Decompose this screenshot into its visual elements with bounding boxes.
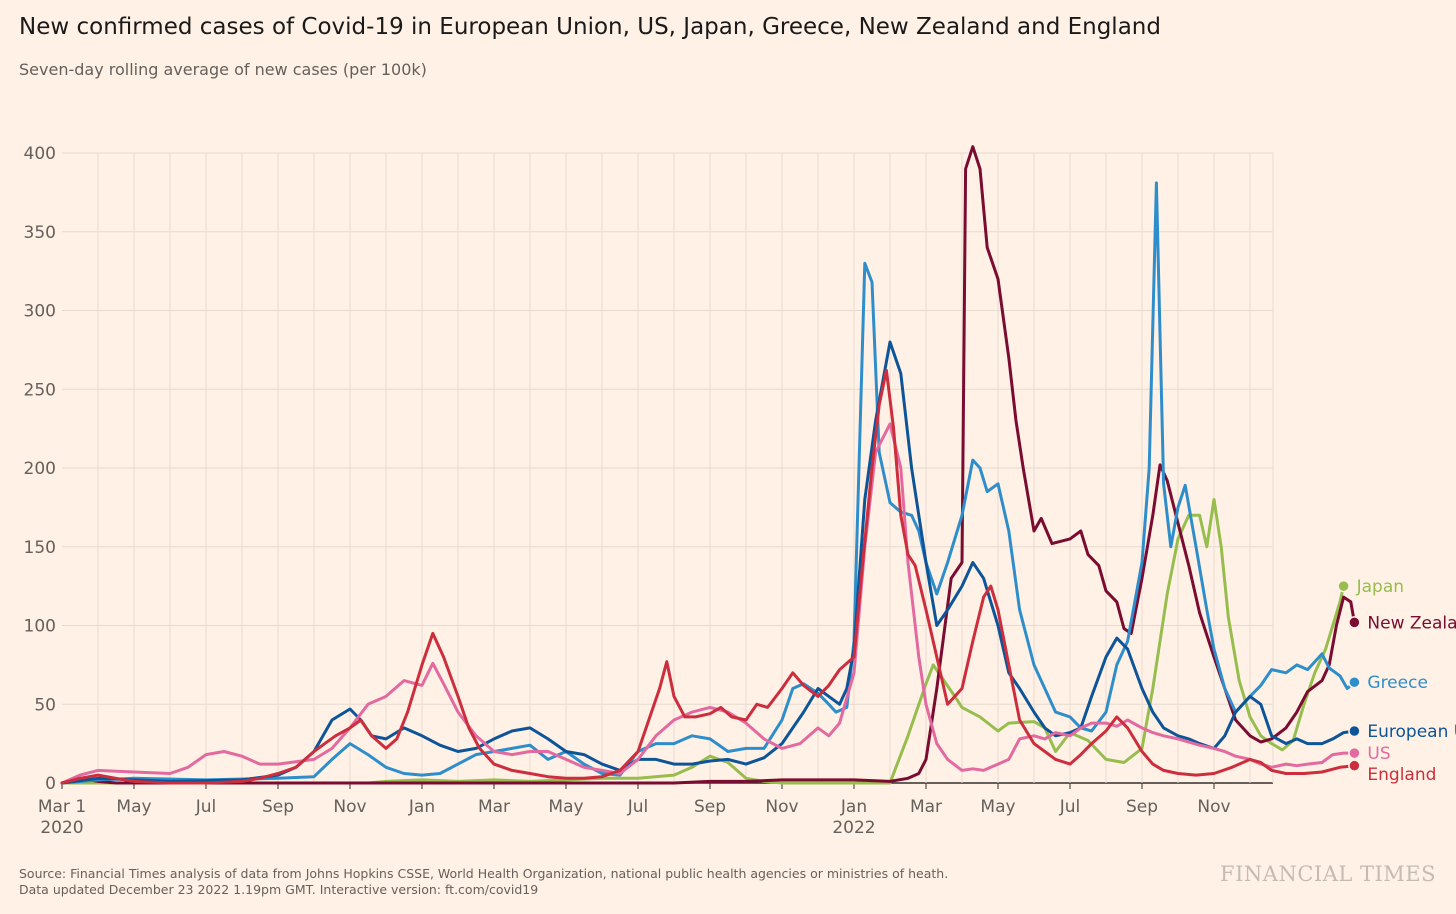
series-label-new-zealand: New Zealand bbox=[1367, 613, 1456, 633]
end-marker-new-zealand bbox=[1348, 616, 1361, 629]
source-note: Source: Financial Times analysis of data… bbox=[19, 866, 949, 881]
series-line-japan bbox=[60, 498, 1346, 785]
x-tick-label: Jul bbox=[627, 797, 649, 817]
x-tick-label: Mar bbox=[478, 797, 510, 817]
series-line-greece bbox=[60, 181, 1356, 785]
x-tick-year-label: 2020 bbox=[40, 818, 83, 838]
end-marker-greece bbox=[1348, 675, 1361, 689]
chart-footer: Source: Financial Times analysis of data… bbox=[19, 866, 948, 898]
y-tick-label: 200 bbox=[24, 459, 56, 479]
end-marker-european-union bbox=[1348, 724, 1361, 738]
x-tick-label: May bbox=[548, 797, 583, 817]
update-note: Data updated December 23 2022 1.19pm GMT… bbox=[19, 882, 539, 897]
series-label-european-union: European Union bbox=[1367, 722, 1456, 742]
x-tick-label: Mar bbox=[910, 797, 942, 817]
x-tick-label: Sep bbox=[694, 797, 726, 817]
x-tick-label: Sep bbox=[262, 797, 294, 817]
x-tick-label: Nov bbox=[765, 797, 798, 817]
x-tick-label: Sep bbox=[1126, 797, 1158, 817]
x-tick-label: Nov bbox=[333, 797, 366, 817]
x-tick-label: Jul bbox=[1059, 797, 1081, 817]
x-tick-label: Jan bbox=[840, 797, 867, 817]
series-line-new-zealand bbox=[60, 145, 1356, 785]
x-tick-label: Jan bbox=[408, 797, 435, 817]
x-tick-label: May bbox=[116, 797, 151, 817]
y-tick-label: 250 bbox=[24, 380, 56, 400]
y-tick-label: 350 bbox=[24, 223, 56, 243]
x-tick-label: Nov bbox=[1197, 797, 1230, 817]
chart-subtitle: Seven-day rolling average of new cases (… bbox=[19, 60, 427, 79]
series-line-england bbox=[60, 368, 1356, 785]
end-marker-us bbox=[1348, 746, 1361, 760]
series-label-england: England bbox=[1367, 765, 1436, 785]
y-tick-label: 0 bbox=[45, 774, 56, 794]
y-tick-label: 150 bbox=[24, 538, 56, 558]
x-tick-year-label: 2022 bbox=[832, 818, 875, 838]
x-tick-label: May bbox=[980, 797, 1015, 817]
y-tick-label: 100 bbox=[24, 617, 56, 637]
chart-title: New confirmed cases of Covid-19 in Europ… bbox=[19, 14, 1161, 40]
series-label-us: US bbox=[1367, 744, 1390, 764]
y-tick-label: 50 bbox=[34, 695, 56, 715]
y-tick-label: 400 bbox=[24, 144, 56, 164]
y-tick-label: 300 bbox=[24, 302, 56, 322]
series-line-us bbox=[60, 422, 1356, 785]
ft-logo: FINANCIAL TIMES bbox=[1220, 862, 1436, 886]
series-label-japan: Japan bbox=[1356, 577, 1404, 597]
x-tick-label: Mar 1 bbox=[38, 797, 86, 817]
end-marker-england bbox=[1348, 759, 1361, 772]
series-label-greece: Greece bbox=[1367, 673, 1428, 693]
series-line-european-union bbox=[60, 340, 1356, 785]
x-tick-label: Jul bbox=[195, 797, 217, 817]
end-marker-japan bbox=[1337, 579, 1350, 593]
